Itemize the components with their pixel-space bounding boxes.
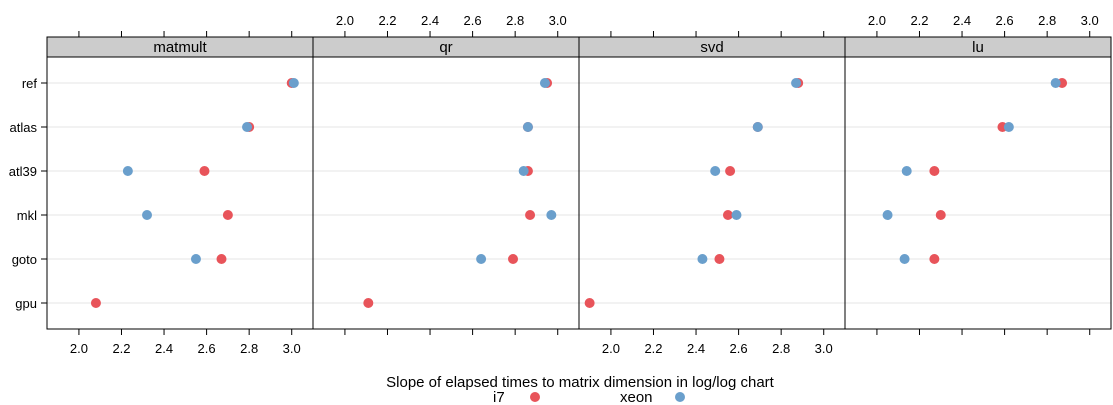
point-i7-lu-goto xyxy=(929,254,940,264)
legend-label-xeon: xeon xyxy=(620,389,653,405)
tick-label-bottom-matmult-4: 2.8 xyxy=(240,341,258,356)
legend-label-i7: i7 xyxy=(493,389,505,405)
y-label-ref: ref xyxy=(22,76,38,91)
point-xeon-matmult-ref xyxy=(288,78,299,88)
tick-label-top-lu-5: 3.0 xyxy=(1081,13,1099,28)
point-xeon-lu-mkl xyxy=(882,210,893,220)
point-xeon-matmult-mkl xyxy=(142,210,153,220)
strip-label-qr: qr xyxy=(439,39,452,56)
point-xeon-matmult-goto xyxy=(190,254,201,264)
point-xeon-lu-ref xyxy=(1050,78,1061,88)
tick-label-top-lu-1: 2.2 xyxy=(910,13,928,28)
tick-label-top-qr-1: 2.2 xyxy=(378,13,396,28)
tick-label-top-qr-4: 2.8 xyxy=(506,13,524,28)
point-xeon-lu-atlas xyxy=(1003,122,1014,132)
tick-label-bottom-svd-3: 2.6 xyxy=(730,341,748,356)
tick-label-bottom-matmult-5: 3.0 xyxy=(283,341,301,356)
point-i7-lu-atl39 xyxy=(929,166,940,176)
point-i7-svd-goto xyxy=(714,254,725,264)
tick-label-bottom-svd-1: 2.2 xyxy=(644,341,662,356)
legend-marker-i7 xyxy=(530,392,540,402)
panel-frame-qr xyxy=(312,56,580,330)
point-i7-svd-gpu xyxy=(584,298,595,308)
point-i7-qr-mkl xyxy=(525,210,536,220)
tick-label-top-qr-0: 2.0 xyxy=(336,13,354,28)
tick-label-bottom-matmult-3: 2.6 xyxy=(198,341,216,356)
panel-frame-svd xyxy=(578,56,846,330)
tick-label-bottom-svd-0: 2.0 xyxy=(602,341,620,356)
point-xeon-svd-ref xyxy=(791,78,802,88)
axes-layer: 2.0 2.2 2.4 2.6 2.8 3.0 2.0 2.2 2.4 2.6 2.8 3.0 2.0 2… xyxy=(9,13,1099,356)
tick-label-bottom-svd-4: 2.8 xyxy=(772,341,790,356)
point-i7-matmult-goto xyxy=(216,254,227,264)
point-i7-matmult-gpu xyxy=(90,298,101,308)
point-xeon-qr-ref xyxy=(539,78,550,88)
tick-label-top-qr-5: 3.0 xyxy=(549,13,567,28)
point-i7-qr-goto xyxy=(508,254,519,264)
tick-label-top-lu-4: 2.8 xyxy=(1038,13,1056,28)
point-xeon-lu-goto xyxy=(899,254,910,264)
tick-label-top-qr-2: 2.4 xyxy=(421,13,439,28)
point-xeon-svd-mkl xyxy=(731,210,742,220)
panel-frame-matmult xyxy=(46,56,314,330)
y-label-atlas: atlas xyxy=(10,120,38,135)
point-xeon-svd-atl39 xyxy=(710,166,721,176)
point-xeon-svd-atlas xyxy=(752,122,763,132)
strip-label-matmult: matmult xyxy=(153,39,207,56)
point-i7-svd-atl39 xyxy=(725,166,736,176)
strip-label-svd: svd xyxy=(700,39,723,56)
point-i7-matmult-mkl xyxy=(222,210,233,220)
tick-label-top-lu-3: 2.6 xyxy=(996,13,1014,28)
strip-label-lu: lu xyxy=(972,39,984,56)
tick-label-bottom-svd-5: 3.0 xyxy=(815,341,833,356)
point-xeon-matmult-atl39 xyxy=(122,166,133,176)
y-label-gpu: gpu xyxy=(15,296,37,311)
point-xeon-matmult-atlas xyxy=(242,122,253,132)
panel-frame-lu xyxy=(844,56,1112,330)
panels-layer: matmult qr svd lu xyxy=(46,36,1112,330)
tick-label-top-qr-3: 2.6 xyxy=(464,13,482,28)
tick-label-bottom-svd-2: 2.4 xyxy=(687,341,705,356)
y-label-atl39: atl39 xyxy=(9,164,37,179)
y-label-goto: goto xyxy=(12,252,37,267)
tick-label-bottom-matmult-2: 2.4 xyxy=(155,341,173,356)
legend: i7 xeon xyxy=(493,389,685,405)
point-xeon-svd-goto xyxy=(697,254,708,264)
tick-label-top-lu-0: 2.0 xyxy=(868,13,886,28)
point-i7-qr-gpu xyxy=(363,298,374,308)
point-xeon-lu-atl39 xyxy=(901,166,912,176)
point-i7-svd-mkl xyxy=(722,210,733,220)
point-i7-matmult-atl39 xyxy=(199,166,210,176)
tick-label-bottom-matmult-1: 2.2 xyxy=(112,341,130,356)
y-label-mkl: mkl xyxy=(17,208,37,223)
point-i7-lu-mkl xyxy=(935,210,946,220)
point-xeon-qr-goto xyxy=(476,254,487,264)
legend-marker-xeon xyxy=(675,392,685,402)
point-xeon-qr-atlas xyxy=(522,122,533,132)
tick-label-bottom-matmult-0: 2.0 xyxy=(70,341,88,356)
point-xeon-qr-mkl xyxy=(546,210,557,220)
points-layer xyxy=(90,78,1068,308)
point-xeon-qr-atl39 xyxy=(518,166,529,176)
x-axis-title: Slope of elapsed times to matrix dimensi… xyxy=(386,374,775,391)
tick-label-top-lu-2: 2.4 xyxy=(953,13,971,28)
